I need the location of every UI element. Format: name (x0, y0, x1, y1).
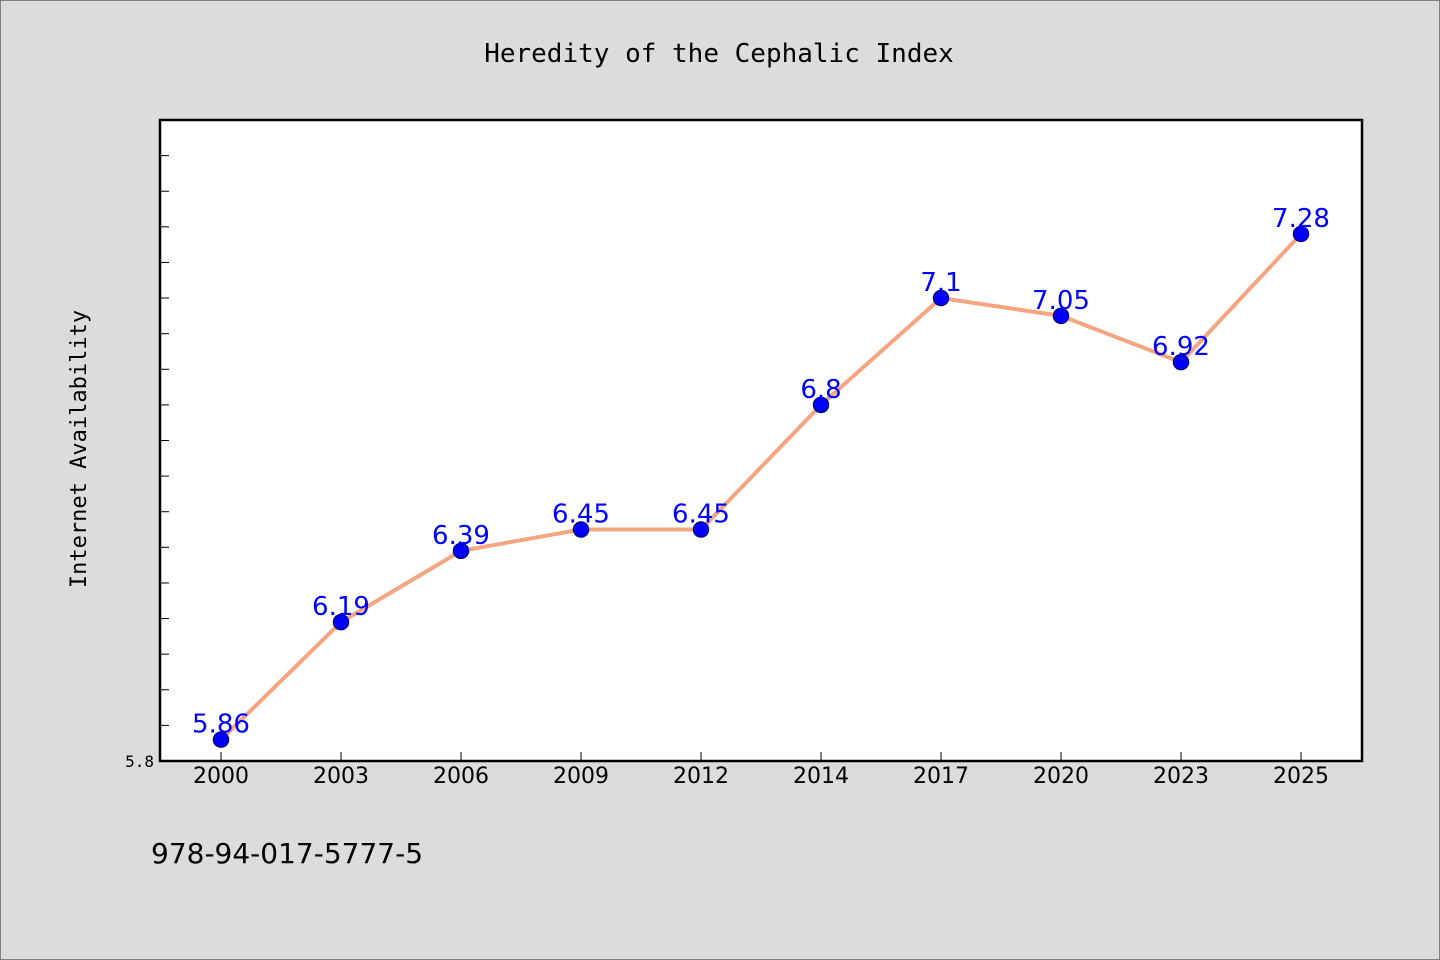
data-point (692, 521, 710, 538)
data-label: 7.05 (1032, 286, 1090, 316)
y-axis (160, 155, 169, 726)
x-tick-label: 2023 (1153, 764, 1209, 789)
x-tick-label: 2012 (673, 764, 729, 789)
series-layer: 5.86 6.19 6.39 6.45 6.45 6.8 7.1 7.05 6.92 7.28 (192, 204, 1330, 748)
data-label: 6.92 (1152, 332, 1210, 362)
data-point (932, 289, 950, 307)
data-point (1292, 225, 1310, 243)
x-tick-label: 2009 (553, 764, 609, 789)
data-label: 6.45 (672, 500, 730, 530)
data-point (452, 542, 470, 560)
data-point (1052, 307, 1070, 325)
x-tick-label: 2020 (1033, 764, 1089, 789)
x-tick-label: 2000 (193, 764, 249, 789)
y-axis-label: Internet Availability (67, 310, 92, 588)
x-axis (220, 752, 1302, 761)
x-tick-label: 2003 (313, 764, 369, 789)
x-tick-label: 2025 (1273, 764, 1329, 789)
data-label: 5.86 (192, 710, 250, 740)
x-tick-label: 2017 (913, 764, 969, 789)
footer-isbn: 978-94-017-5777-5 (151, 837, 423, 870)
series-line (219, 231, 1303, 742)
data-point (212, 731, 230, 748)
data-point (572, 521, 590, 538)
x-tick-labels: 2000 2003 2006 2009 2012 2014 2017 2020 2023 2025 (193, 764, 1329, 789)
chart-title: Heredity of the Cephalic Index (484, 39, 954, 69)
data-label: 6.19 (312, 592, 370, 622)
y-tick-labels: 5.8 (125, 752, 154, 771)
data-label: 7.1 (920, 268, 961, 298)
data-label: 6.39 (432, 521, 490, 551)
data-point (332, 613, 350, 631)
plot-area (158, 118, 1364, 763)
data-label: 6.8 (800, 375, 841, 405)
x-tick-label: 2006 (433, 764, 489, 789)
y-tick-label: 5.8 (125, 752, 154, 771)
data-label: 7.28 (1272, 204, 1330, 234)
x-tick-label: 2014 (793, 764, 849, 789)
data-label: 6.45 (552, 500, 610, 530)
data-point (812, 396, 830, 414)
data-point (1172, 353, 1190, 371)
